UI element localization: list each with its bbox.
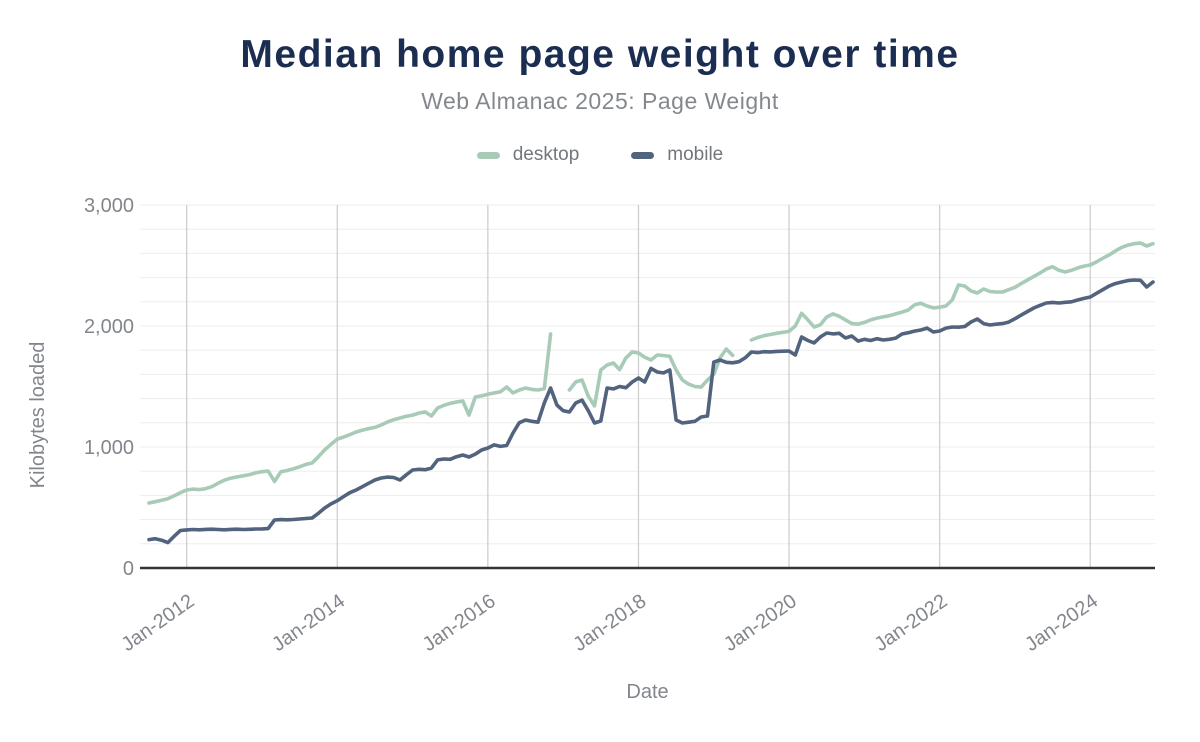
series-line-desktop[interactable] — [147, 241, 1155, 505]
x-tick-label: Jan-2014 — [268, 590, 349, 656]
desktop-swatch-icon — [476, 151, 500, 159]
legend-item-desktop[interactable]: desktop — [476, 144, 580, 166]
y-axis-title: Kilobytes loaded — [27, 342, 49, 489]
legend-label-desktop: desktop — [512, 144, 580, 165]
mobile-swatch-icon — [631, 151, 655, 159]
y-tick-label: 0 — [123, 558, 134, 580]
x-axis-title: Date — [626, 681, 668, 703]
legend-label-mobile: mobile — [667, 144, 724, 165]
legend-item-mobile[interactable]: mobile — [631, 144, 723, 166]
x-tick-label: Jan-2024 — [1021, 590, 1102, 656]
y-tick-label: 3,000 — [84, 195, 134, 217]
y-tick-label: 1,000 — [84, 437, 134, 459]
series-line-mobile[interactable] — [147, 278, 1155, 545]
x-tick-label: Jan-2012 — [118, 590, 199, 656]
chart-title: Median home page weight over time — [240, 33, 960, 76]
x-tick-label: Jan-2018 — [569, 590, 650, 656]
y-tick-label: 2,000 — [84, 316, 134, 338]
x-tick-label: Jan-2022 — [871, 590, 952, 656]
legend: desktop mobile — [0, 144, 1200, 166]
x-tick-label: Jan-2020 — [720, 590, 801, 656]
x-tick-label: Jan-2016 — [419, 590, 500, 656]
chart-subtitle: Web Almanac 2025: Page Weight — [421, 88, 779, 114]
